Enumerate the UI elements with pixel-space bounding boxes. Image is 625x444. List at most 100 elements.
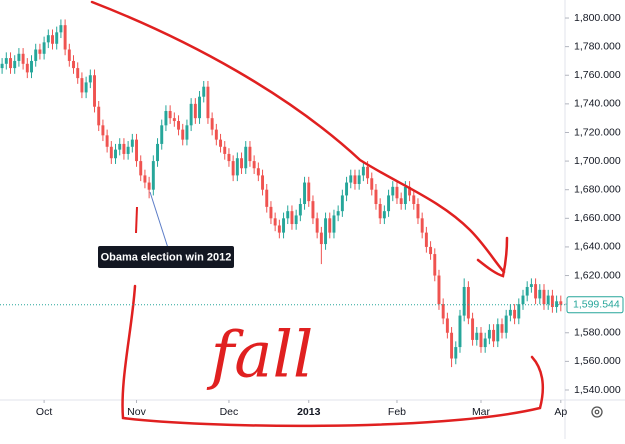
- candle-body: [151, 161, 155, 190]
- x-tick-label: Feb: [388, 406, 406, 418]
- y-tick-label: 1,740.000: [574, 98, 621, 110]
- y-tick-label: 1,640.000: [574, 241, 621, 253]
- candle-body: [357, 175, 361, 184]
- candle-body: [256, 168, 260, 176]
- candle-body: [479, 332, 483, 348]
- candle-body: [492, 329, 496, 342]
- candle-body: [168, 111, 172, 119]
- candle-body: [105, 135, 109, 147]
- candle-body: [156, 143, 159, 162]
- candle-body: [76, 68, 80, 79]
- candle-body: [130, 139, 134, 147]
- candle-body: [244, 146, 248, 169]
- settings-icon[interactable]: [591, 406, 603, 418]
- candle-body: [483, 338, 487, 348]
- y-tick-label: 1,800.000: [574, 12, 621, 24]
- gear-ring[interactable]: [591, 406, 603, 418]
- candle-body: [231, 161, 235, 176]
- candle-body: [500, 324, 504, 333]
- candle-body: [382, 211, 386, 219]
- candle-body: [223, 146, 227, 154]
- candle-body: [240, 158, 244, 169]
- candle-body: [298, 204, 302, 216]
- candle-body: [248, 146, 252, 162]
- candle-body: [475, 332, 479, 340]
- candle-body: [332, 215, 336, 233]
- y-tick-label: 1,760.000: [574, 69, 621, 81]
- candle-body: [521, 295, 525, 305]
- y-tick-label: 1,680.000: [574, 183, 621, 195]
- candle-body: [139, 161, 143, 176]
- gear-center[interactable]: [594, 409, 600, 415]
- candle-body: [143, 175, 147, 183]
- candle-body: [399, 198, 403, 205]
- candle-body: [38, 49, 42, 54]
- candle-body: [542, 289, 546, 305]
- candle-body: [349, 175, 353, 183]
- candle-body: [286, 211, 290, 219]
- candle-body: [84, 82, 88, 93]
- y-tick-label: 1,720.000: [574, 126, 621, 138]
- candle-body: [185, 125, 189, 140]
- candle-body: [13, 60, 17, 69]
- last-price-tag: [566, 296, 624, 314]
- candle-body: [408, 186, 412, 196]
- last-price-label: 1,599.544: [573, 299, 620, 311]
- candle-body: [559, 301, 563, 305]
- candle-body: [315, 218, 319, 233]
- candle-body: [429, 246, 433, 255]
- candle-body: [219, 139, 223, 147]
- candle-body: [525, 286, 529, 296]
- candle-body: [261, 175, 265, 190]
- candle-body: [202, 86, 206, 97]
- candle-body: [17, 53, 21, 61]
- candle-body: [550, 295, 554, 308]
- candle-body: [214, 129, 218, 140]
- candle-body: [63, 25, 67, 50]
- candle-body: [445, 318, 449, 333]
- candle-body: [122, 143, 126, 154]
- candle-body: [181, 129, 185, 140]
- candle-body: [42, 42, 46, 54]
- candle-body: [420, 218, 424, 233]
- candle-body: [164, 111, 168, 126]
- candle-body: [366, 166, 370, 179]
- candle-body: [391, 186, 395, 196]
- candle-body: [227, 153, 231, 162]
- plot-area: [0, 19, 563, 368]
- candle-body: [353, 175, 357, 184]
- candle-body: [450, 332, 454, 359]
- candle-body: [504, 315, 508, 333]
- candle-body: [513, 309, 517, 319]
- candle-body: [374, 189, 378, 205]
- candle-body: [307, 182, 311, 202]
- candle-body: [517, 304, 521, 319]
- x-tick-label: Oct: [36, 406, 52, 418]
- candle-body: [97, 106, 101, 126]
- candle-body: [336, 211, 340, 216]
- candle-body: [269, 206, 273, 219]
- candle-body: [93, 75, 96, 107]
- candle-body: [282, 218, 286, 233]
- candle-body: [437, 275, 441, 305]
- candle-body: [59, 25, 63, 33]
- y-tick-label: 1,660.000: [574, 212, 621, 224]
- candle-body: [387, 195, 391, 212]
- y-tick-label: 1,560.000: [574, 355, 621, 367]
- candle-body: [303, 182, 307, 205]
- candle-body: [340, 195, 344, 212]
- candle-body: [118, 143, 122, 150]
- y-tick-label: 1,580.000: [574, 327, 621, 339]
- candle-body: [88, 75, 92, 83]
- candle-body: [177, 121, 181, 130]
- candle-body: [555, 301, 559, 308]
- hand-drawn-bracket: [121, 284, 544, 428]
- candle-body: [235, 158, 239, 176]
- x-tick-label: Mar: [472, 406, 491, 418]
- candle-body: [458, 315, 462, 348]
- candle-body: [273, 218, 277, 226]
- candle-body: [324, 218, 328, 245]
- candle-body: [72, 60, 75, 69]
